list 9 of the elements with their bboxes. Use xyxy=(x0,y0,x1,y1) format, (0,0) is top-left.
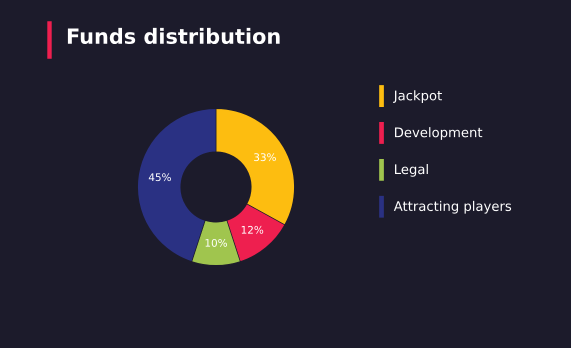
legend-label: Legal xyxy=(395,164,428,177)
data-label: 10% xyxy=(206,238,227,247)
chart-title: Funds distribution xyxy=(68,28,280,44)
legend-label: Development xyxy=(395,127,482,140)
data-label: 33% xyxy=(254,153,276,162)
data-label: 45% xyxy=(148,173,171,182)
data-label: 12% xyxy=(242,226,264,234)
legend-label: Attracting players xyxy=(394,200,512,214)
legend-label: Jackpot xyxy=(393,90,442,103)
